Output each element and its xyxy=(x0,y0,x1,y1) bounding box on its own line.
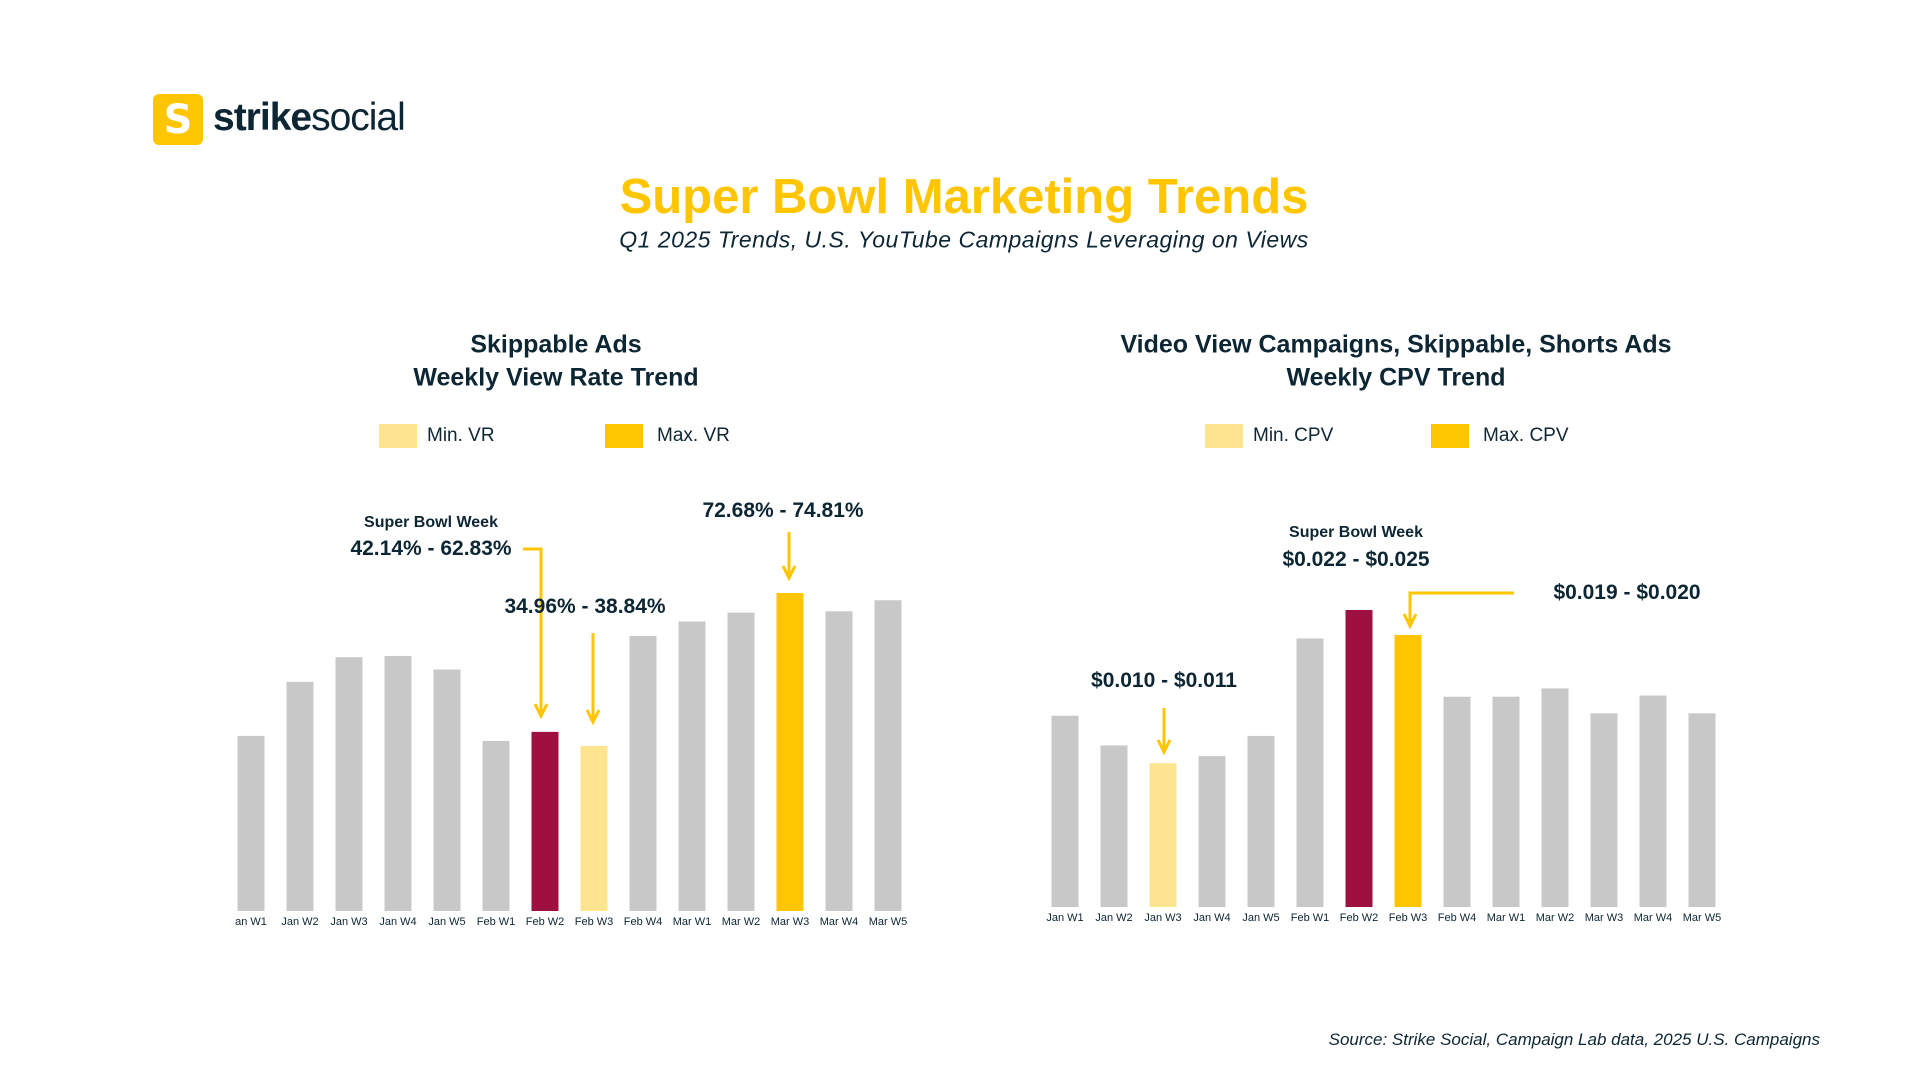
chart1-bars: an W1 Jan W2 Jan W3 Jan W4 Jan W5 Feb W1 Feb W… xyxy=(235,593,907,928)
chart2-bars: Jan W1 Jan W2 Jan W3 Jan W4 Jan W5 Feb W1 Feb … xyxy=(1046,610,1721,924)
x-tick-label: Mar W5 xyxy=(1683,912,1722,924)
x-tick-label: Mar W3 xyxy=(1585,912,1624,924)
bar-jan-w4 xyxy=(384,655,412,911)
x-tick-label: Feb W1 xyxy=(1291,912,1330,924)
bar-mar-w1 xyxy=(678,621,706,911)
logo-wordmark: strikesocial xyxy=(213,96,406,140)
arrow-max-2 xyxy=(1408,591,1514,622)
bar-mar-w4 xyxy=(1639,695,1667,907)
x-tick-label: Feb W1 xyxy=(477,916,516,928)
annotation-sb-label: Super Bowl Week xyxy=(364,514,498,531)
legend-label-min: Min. CPV xyxy=(1253,425,1334,446)
arrow-head xyxy=(585,709,601,726)
bar-mar-w3 xyxy=(1590,713,1618,907)
legend-swatch-min xyxy=(379,424,417,448)
x-tick-label: Jan W4 xyxy=(1193,912,1230,924)
x-tick-label: Feb W3 xyxy=(575,916,614,928)
annotation-max-range: $0.019 - $0.020 xyxy=(1553,581,1701,604)
arrow-sb-1 xyxy=(523,547,543,712)
x-tick-label: Feb W3 xyxy=(1389,912,1428,924)
x-tick-label: Jan W2 xyxy=(1095,912,1132,924)
bar-mar-w2 xyxy=(727,612,755,911)
legend-label-max: Max. VR xyxy=(657,425,730,446)
arrow-head xyxy=(1402,613,1418,630)
chart2-subtitle: Weekly CPV Trend xyxy=(1286,363,1506,392)
chart2-title: Video View Campaigns, Skippable, Shorts … xyxy=(1120,330,1672,359)
bar-feb-w1 xyxy=(482,740,510,911)
chart1-subtitle: Weekly View Rate Trend xyxy=(413,363,699,392)
annotation-min-range: 34.96% - 38.84% xyxy=(504,595,666,618)
legend-label-min: Min. VR xyxy=(427,425,495,446)
page-subtitle: Q1 2025 Trends, U.S. YouTube Campaigns L… xyxy=(619,226,1309,253)
bar-mar-w5 xyxy=(874,600,902,911)
x-tick-label: Mar W1 xyxy=(1487,912,1526,924)
legend-swatch-max xyxy=(605,424,643,448)
bar-jan-w3 xyxy=(335,657,363,911)
bar-an-w1 xyxy=(237,735,265,911)
bar-feb-w4 xyxy=(629,635,657,911)
x-tick-label: Mar W2 xyxy=(722,916,761,928)
annotation-min-range: $0.010 - $0.011 xyxy=(1091,669,1237,692)
x-tick-label: Feb W4 xyxy=(624,916,663,928)
x-tick-label: Jan W5 xyxy=(1242,912,1279,924)
legend-swatch-max xyxy=(1431,424,1469,448)
x-tick-label: an W1 xyxy=(235,916,267,928)
bar-feb-w1 xyxy=(1296,638,1324,907)
bar-jan-w2 xyxy=(286,681,314,911)
bar-jan-w5 xyxy=(433,669,461,911)
x-tick-label: Feb W4 xyxy=(1438,912,1477,924)
x-tick-label: Mar W5 xyxy=(869,916,908,928)
bar-feb-w4 xyxy=(1443,696,1471,907)
annotation-arrows xyxy=(523,532,1514,756)
x-tick-label: Mar W1 xyxy=(673,916,712,928)
x-tick-label: Feb W2 xyxy=(526,916,565,928)
bar-feb-w3 xyxy=(1394,634,1422,907)
bar-jan-w3 xyxy=(1149,763,1177,907)
legend-label-max: Max. CPV xyxy=(1483,425,1569,446)
bar-jan-w2 xyxy=(1100,745,1128,907)
x-tick-label: Jan W1 xyxy=(1046,912,1083,924)
x-tick-label: Jan W3 xyxy=(330,916,367,928)
bar-feb-w2 xyxy=(531,731,559,911)
bar-mar-w1 xyxy=(1492,696,1520,907)
arrow-head xyxy=(781,565,797,582)
logo-light: social xyxy=(311,96,406,139)
page-title: Super Bowl Marketing Trends xyxy=(619,170,1309,224)
chart1-title: Skippable Ads xyxy=(470,330,642,359)
annotation-max-range: 72.68% - 74.81% xyxy=(702,499,864,522)
x-tick-label: Jan W5 xyxy=(428,916,465,928)
bar-feb-w3 xyxy=(580,745,608,911)
bar-mar-w5 xyxy=(1688,713,1716,907)
bar-feb-w2 xyxy=(1345,610,1373,907)
x-tick-label: Jan W4 xyxy=(379,916,416,928)
x-tick-label: Mar W4 xyxy=(820,916,859,928)
bar-jan-w4 xyxy=(1198,756,1226,907)
legend-swatch-min xyxy=(1205,424,1243,448)
logo-bold: strike xyxy=(213,96,312,139)
x-tick-label: Mar W4 xyxy=(1634,912,1673,924)
bar-mar-w4 xyxy=(825,611,853,911)
arrow-head xyxy=(533,703,549,720)
bar-mar-w2 xyxy=(1541,688,1569,907)
arrow-head xyxy=(1156,739,1172,756)
x-tick-label: Jan W2 xyxy=(281,916,318,928)
annotation-sb-range: 42.14% - 62.83% xyxy=(350,537,512,560)
source-note: Source: Strike Social, Campaign Lab data… xyxy=(1328,1030,1820,1049)
bar-jan-w1 xyxy=(1051,715,1079,907)
x-tick-label: Feb W2 xyxy=(1340,912,1379,924)
logo-mark: S xyxy=(153,94,203,145)
annotation-sb-label: Super Bowl Week xyxy=(1289,524,1423,541)
annotation-sb-range: $0.022 - $0.025 xyxy=(1282,548,1430,571)
x-tick-label: Mar W2 xyxy=(1536,912,1575,924)
x-tick-label: Mar W3 xyxy=(771,916,810,928)
bar-jan-w5 xyxy=(1247,735,1275,907)
bar-mar-w3 xyxy=(776,593,804,911)
x-tick-label: Jan W3 xyxy=(1144,912,1181,924)
